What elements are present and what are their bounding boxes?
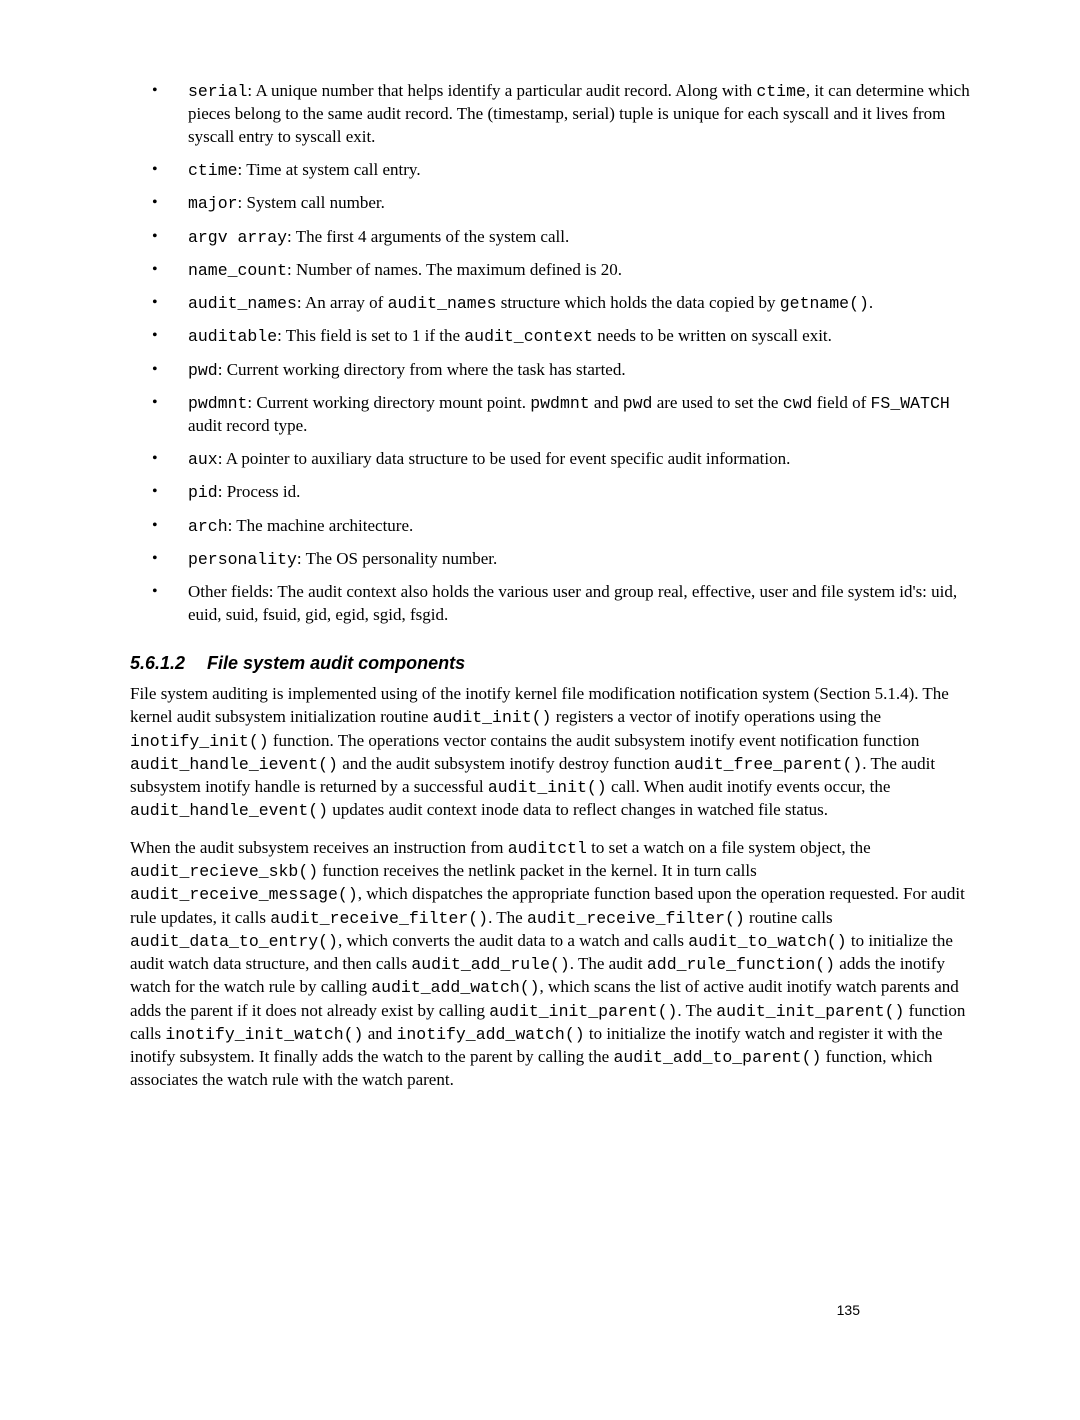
field-definitions-list: serial: A unique number that helps ident… [130,80,970,627]
field-description: Current working directory mount point. p… [188,393,950,435]
field-term: arch [188,517,228,536]
field-term: aux [188,450,218,469]
field-description: The OS personality number. [306,549,498,568]
field-description: An array of audit_names structure which … [305,293,873,312]
field-term: ctime [188,161,238,180]
section-title: File system audit components [207,653,465,673]
field-term: pwd [188,361,218,380]
field-item: aux: A pointer to auxiliary data structu… [130,448,970,471]
field-description: System call number. [247,193,385,212]
field-item: argv array: The first 4 arguments of the… [130,226,970,249]
field-term: personality [188,550,297,569]
field-item: personality: The OS personality number. [130,548,970,571]
field-description: Current working directory from where the… [227,360,626,379]
field-term: argv array [188,228,287,247]
field-item: audit_names: An array of audit_names str… [130,292,970,315]
field-description: The first 4 arguments of the system call… [296,227,570,246]
field-item: pwdmnt: Current working directory mount … [130,392,970,438]
field-description: A unique number that helps identify a pa… [188,81,970,146]
field-term: auditable [188,327,277,346]
field-description: Process id. [227,482,301,501]
field-term: major [188,194,238,213]
field-item: major: System call number. [130,192,970,215]
field-term: pwdmnt [188,394,247,413]
field-term: audit_names [188,294,297,313]
field-description: Other fields: The audit context also hol… [188,582,957,624]
page-number: 135 [837,1301,860,1320]
field-item: arch: The machine architecture. [130,515,970,538]
body-paragraph-1: File system auditing is implemented usin… [130,683,970,822]
field-item: pid: Process id. [130,481,970,504]
field-description: Number of names. The maximum defined is … [296,260,622,279]
field-item: name_count: Number of names. The maximum… [130,259,970,282]
field-term: serial [188,82,247,101]
body-paragraph-2: When the audit subsystem receives an ins… [130,837,970,1093]
field-description: The machine architecture. [236,516,413,535]
field-description: A pointer to auxiliary data structure to… [226,449,791,468]
field-item: auditable: This field is set to 1 if the… [130,325,970,348]
field-item: ctime: Time at system call entry. [130,159,970,182]
field-term: name_count [188,261,287,280]
field-item: serial: A unique number that helps ident… [130,80,970,149]
field-description: Time at system call entry. [246,160,420,179]
section-heading: 5.6.1.2 File system audit components [130,651,970,675]
field-item: pwd: Current working directory from wher… [130,359,970,382]
field-description: This field is set to 1 if the audit_cont… [286,326,832,345]
field-term: pid [188,483,218,502]
field-item: Other fields: The audit context also hol… [130,581,970,627]
section-number: 5.6.1.2 [130,651,185,675]
